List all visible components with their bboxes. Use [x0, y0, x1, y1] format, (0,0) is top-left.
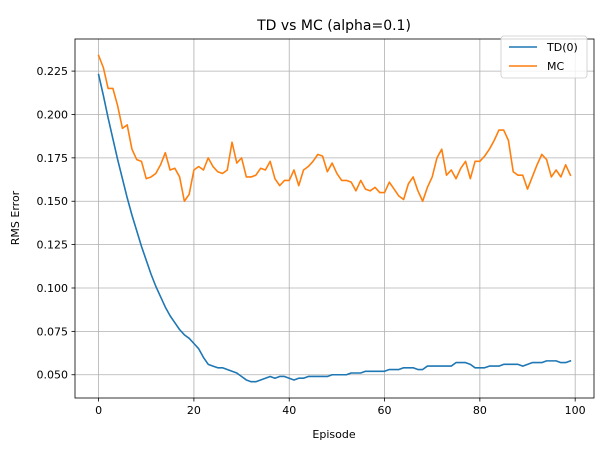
- x-tick-label: 0: [95, 404, 102, 417]
- series-line-mc: [97, 54, 572, 203]
- y-tick-label: 0.100: [37, 282, 69, 295]
- x-tick-label: 80: [473, 404, 487, 417]
- y-tick-label: 0.150: [37, 195, 69, 208]
- y-tick-label: 0.175: [37, 152, 69, 165]
- y-axis-ticks: 0.050 0.075 0.100 0.125 0.150 0.175 0.200 0.225: [37, 65, 75, 382]
- legend: TD(0) MC: [500, 35, 588, 79]
- series-line-td0: [97, 73, 572, 383]
- legend-label-td0: TD(0): [546, 41, 578, 54]
- x-tick-label: 60: [378, 404, 392, 417]
- y-tick-label: 0.050: [37, 369, 69, 382]
- x-axis-label: Episode: [312, 428, 355, 441]
- chart-title: TD vs MC (alpha=0.1): [256, 18, 411, 34]
- plot-frame: [74, 38, 595, 399]
- series-lines: [97, 54, 572, 383]
- x-axis-ticks: 0 20 40 60 80 100: [95, 398, 586, 417]
- legend-label-mc: MC: [547, 60, 564, 73]
- y-tick-label: 0.075: [37, 325, 69, 338]
- x-tick-label: 40: [282, 404, 296, 417]
- y-tick-label: 0.125: [37, 239, 69, 252]
- x-tick-label: 100: [565, 404, 586, 417]
- x-tick-label: 20: [187, 404, 201, 417]
- y-tick-label: 0.200: [37, 108, 69, 121]
- y-axis-label: RMS Error: [9, 190, 22, 245]
- y-tick-label: 0.225: [37, 65, 69, 78]
- grid: [75, 39, 594, 398]
